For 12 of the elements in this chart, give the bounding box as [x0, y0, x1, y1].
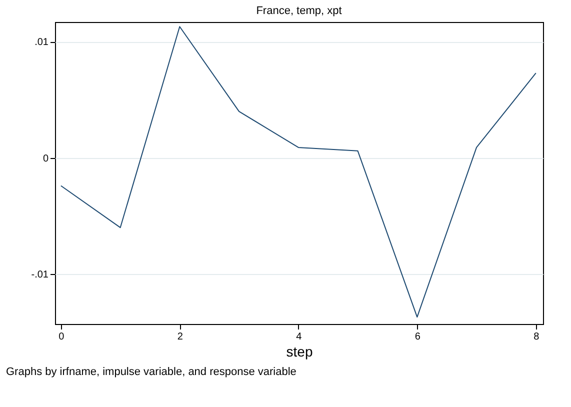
y-tick-label: -.01 — [31, 270, 49, 281]
x-tick-label: 2 — [177, 332, 184, 342]
y-tick-label: 0 — [42, 153, 49, 164]
y-tick-label: .01 — [34, 37, 49, 48]
line-series — [60, 26, 536, 318]
text: Graphs by irfname, impulse variable, and response variable — [6, 366, 298, 378]
x-tick-label: 6 — [414, 332, 421, 342]
x-axis-title: step — [286, 344, 313, 360]
x-tick-label: 8 — [534, 332, 540, 342]
x-tick-label: 0 — [58, 332, 65, 342]
x-tick-label: 4 — [296, 332, 302, 342]
chart-title: France, temp, xpt — [256, 5, 342, 17]
